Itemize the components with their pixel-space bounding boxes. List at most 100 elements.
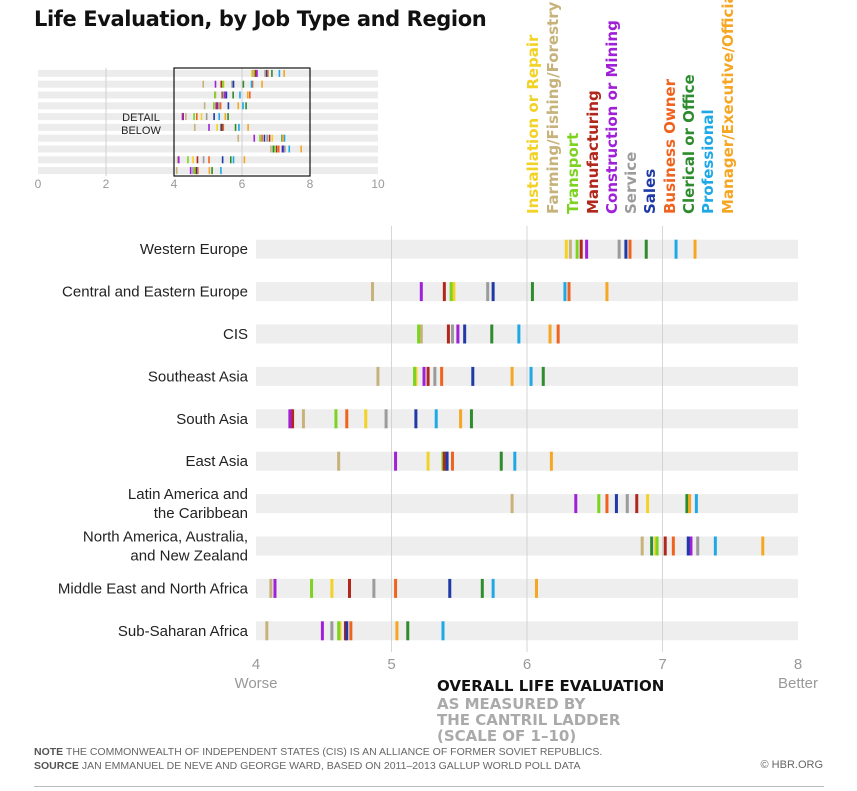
overview-row-band	[38, 167, 378, 175]
category-label: East Asia	[185, 453, 248, 470]
chart-title: Life Evaluation, by Job Type and Region	[34, 7, 487, 31]
mark-transport	[597, 494, 601, 514]
overview-mark	[259, 134, 261, 142]
mark-service	[372, 578, 376, 598]
mark-manufacturing	[579, 239, 583, 259]
mark-clerical-or-office	[469, 409, 473, 429]
overview-mark	[215, 102, 217, 110]
overview-mark	[197, 167, 199, 175]
overview-mark	[237, 134, 240, 142]
overview-mark	[203, 102, 206, 110]
mark-construction-or-mining	[394, 451, 398, 471]
mark-manager-executive-official	[605, 282, 609, 302]
overview-mark	[247, 123, 249, 131]
legend-label: Transport	[564, 133, 582, 214]
overview-mark	[242, 102, 244, 110]
mark-transport	[337, 621, 341, 641]
x-axis-title: OVERALL LIFE EVALUATION	[437, 677, 664, 695]
legend-label: Construction or Mining	[603, 20, 621, 214]
mark-farming-fishing-forestry	[269, 578, 273, 598]
mark-installation-or-repair	[364, 409, 368, 429]
mark-professional	[563, 282, 567, 302]
mark-sales	[491, 282, 495, 302]
overview-mark	[232, 91, 234, 99]
mark-business-owner	[567, 282, 571, 302]
mark-manufacturing	[442, 451, 446, 471]
hbr-credit: © HBR.ORG	[760, 759, 824, 771]
overview-mark	[181, 113, 184, 121]
mark-manager-executive-official	[761, 536, 765, 556]
mark-sales	[345, 621, 349, 641]
overview-mark	[192, 167, 194, 175]
mark-construction-or-mining	[574, 494, 578, 514]
mark-manufacturing	[663, 536, 667, 556]
overview-mark	[266, 69, 268, 77]
mark-professional	[694, 494, 698, 514]
overview-row-band	[38, 123, 378, 131]
overview-mark	[221, 123, 223, 131]
mark-transport	[413, 366, 417, 386]
overview-mark	[281, 145, 284, 153]
mark-farming-fishing-forestry	[265, 621, 269, 641]
overview-row-band	[38, 91, 378, 99]
overview-mark	[225, 91, 228, 99]
overview-mark	[193, 167, 196, 175]
category-label: Western Europe	[140, 241, 248, 258]
overview-row-band	[38, 80, 378, 88]
mark-clerical-or-office	[490, 324, 494, 344]
overview-mark	[205, 113, 208, 121]
mark-installation-or-repair	[646, 494, 650, 514]
category-label: Latin America and	[128, 486, 248, 503]
overview-mark	[270, 145, 272, 153]
mark-sales	[463, 324, 467, 344]
mark-clerical-or-office	[480, 578, 484, 598]
mark-service	[486, 282, 490, 302]
overview-mark	[278, 69, 281, 77]
mark-manager-executive-official	[459, 409, 463, 429]
overview-mark	[249, 91, 251, 99]
mark-transport	[417, 324, 421, 344]
overview-mark	[211, 167, 213, 175]
overview-mark	[192, 156, 194, 164]
mark-manager-executive-official	[688, 494, 692, 514]
overview-tick-label: 10	[371, 177, 385, 191]
mark-manager-executive-official	[534, 578, 538, 598]
mark-sales	[471, 366, 475, 386]
overview-mark	[185, 113, 187, 121]
overview-mark	[220, 80, 223, 88]
overview-mark	[232, 156, 235, 164]
overview-mark	[246, 91, 249, 99]
overview-mark	[208, 156, 210, 164]
mark-construction-or-mining	[419, 282, 423, 302]
overview-mark	[222, 91, 225, 99]
mark-service	[617, 239, 621, 259]
overview-mark	[283, 69, 285, 77]
overview-mark	[214, 91, 216, 99]
overview-tick-label: 2	[103, 177, 110, 191]
mark-sales	[448, 578, 452, 598]
mark-manufacturing	[291, 409, 295, 429]
overview-mark	[189, 167, 192, 175]
mark-manager-executive-official	[693, 239, 697, 259]
overview-tick-label: 0	[35, 177, 42, 191]
source-text: Jan Emmanuel De Neve and George Ward, ba…	[81, 760, 581, 772]
overview-mark	[195, 113, 198, 121]
legend: Installation or Repair Farming/Fishing/Fo…	[524, 0, 737, 214]
mark-business-owner	[349, 621, 353, 641]
overview-mark	[283, 134, 286, 142]
mark-manager-executive-official	[549, 451, 553, 471]
overview-mark	[273, 145, 276, 153]
overview-mark	[251, 69, 253, 77]
x-tick-label: 5	[387, 656, 395, 673]
mark-clerical-or-office	[541, 366, 545, 386]
mark-construction-or-mining	[689, 536, 693, 556]
overview-mark	[221, 156, 224, 164]
category-label: Central and Eastern Europe	[62, 284, 248, 301]
mark-clerical-or-office	[685, 494, 689, 514]
overview-mark	[212, 102, 215, 110]
overview-tick-label: 4	[171, 177, 178, 191]
overview-mark	[200, 113, 203, 121]
overview-tick-label: 8	[307, 177, 314, 191]
overview-mark	[231, 80, 233, 88]
